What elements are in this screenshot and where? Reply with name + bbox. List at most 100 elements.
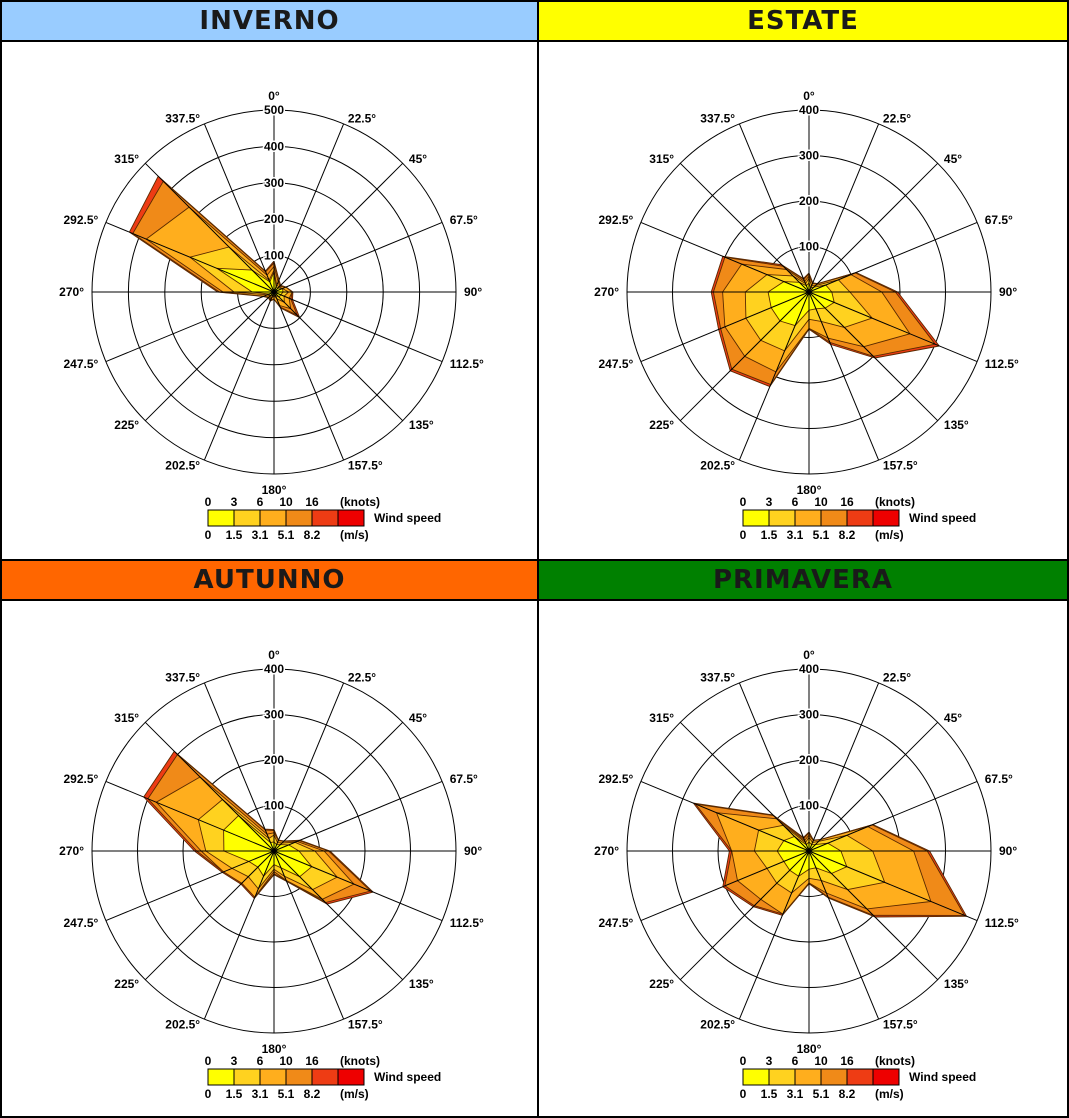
direction-label: 247.5° [598, 916, 633, 930]
legend-swatch [233, 509, 261, 527]
direction-label: 0° [268, 89, 280, 103]
legend-ms-tick: 3.1 [787, 528, 804, 542]
legend-swatch [285, 1068, 313, 1086]
grid-spoke [105, 780, 275, 852]
grid-spoke [273, 291, 404, 422]
direction-label: 90° [464, 285, 482, 299]
radial-tick-label: 300 [264, 176, 284, 190]
grid-spoke [273, 850, 345, 1020]
direction-label: 157.5° [883, 1018, 918, 1032]
direction-label: 112.5° [985, 357, 1019, 371]
grid-spoke [808, 162, 939, 293]
direction-label: 45° [944, 711, 962, 725]
direction-label: 180° [262, 483, 287, 497]
legend-swatch [846, 1068, 874, 1086]
radial-tick-label: 200 [799, 753, 819, 767]
legend-knots-unit: (knots) [340, 495, 380, 509]
radial-tick-label: 200 [799, 194, 819, 208]
legend-swatch [742, 1068, 770, 1086]
direction-label: 270° [594, 844, 619, 858]
direction-label: 247.5° [63, 357, 98, 371]
direction-label: 90° [464, 844, 482, 858]
direction-label: 67.5° [985, 213, 1013, 227]
legend-knots-tick: 10 [814, 495, 828, 509]
direction-label: 112.5° [985, 916, 1019, 930]
direction-label: 202.5° [700, 1018, 735, 1032]
legend-knots-tick: 16 [305, 1054, 319, 1068]
radial-tick-label: 100 [264, 799, 284, 813]
legend-knots-tick: 3 [231, 495, 238, 509]
grid-spoke [105, 291, 275, 363]
direction-label: 270° [59, 285, 84, 299]
grid-spoke [203, 850, 275, 1020]
legend-ms-tick: 8.2 [304, 1087, 321, 1101]
legend-swatch [337, 509, 365, 527]
direction-label: 135° [944, 977, 969, 991]
legend-ms-tick: 8.2 [304, 528, 321, 542]
direction-label: 90° [999, 844, 1017, 858]
direction-label: 112.5° [450, 916, 484, 930]
legend-label: Wind speed [374, 1070, 441, 1084]
grid-spoke [808, 291, 978, 363]
wind-rose-autumn: 1002003004000°22.5°45°67.5°90°112.5°135°… [59, 648, 484, 1101]
grid-spoke [144, 721, 275, 852]
direction-label: 0° [803, 648, 815, 662]
direction-label: 157.5° [348, 459, 383, 473]
radial-tick-label: 400 [264, 139, 284, 153]
grid-spoke [105, 221, 275, 293]
panel-header-autumn: AUTUNNO [2, 561, 537, 601]
panel-title-winter: INVERNO [199, 6, 340, 36]
direction-label: 247.5° [63, 916, 98, 930]
legend-knots-unit: (knots) [875, 495, 915, 509]
legend-swatch [872, 1068, 900, 1086]
direction-label: 292.5° [63, 772, 98, 786]
legend-swatch [846, 509, 874, 527]
panel-header-spring: PRIMAVERA [539, 561, 1067, 601]
direction-label: 112.5° [450, 357, 484, 371]
radial-tick-label: 300 [799, 708, 819, 722]
direction-label: 135° [409, 977, 434, 991]
grid-spoke [273, 221, 443, 293]
direction-label: 337.5° [700, 670, 735, 684]
grid-spoke [144, 162, 275, 293]
legend-ms-tick: 8.2 [839, 528, 856, 542]
legend-knots-tick: 3 [231, 1054, 238, 1068]
direction-label: 67.5° [450, 772, 478, 786]
legend-swatch [311, 1068, 339, 1086]
legend-ms-unit: (m/s) [875, 1087, 904, 1101]
direction-label: 292.5° [598, 772, 633, 786]
grid-spoke [679, 162, 810, 293]
grid-spoke [273, 291, 345, 461]
legend-swatch [259, 509, 287, 527]
panel-winter: INVERNO 100 200 300 400 500 0° 22.5° 45° 67.5° 90… [0, 0, 539, 561]
legend-knots-tick: 0 [205, 1054, 212, 1068]
direction-label: 90° [999, 285, 1017, 299]
direction-label: 202.5° [165, 1018, 200, 1032]
direction-label: 45° [944, 152, 962, 166]
grid-spoke [679, 291, 810, 422]
direction-label: 135° [944, 418, 969, 432]
legend-ms-unit: (m/s) [875, 528, 904, 542]
grid-spoke [738, 850, 810, 1020]
panel-summer: ESTATE 100 200 300 400 0° 22.5° 45° 67.5° 90° 112… [537, 0, 1069, 561]
legend-swatch [285, 509, 313, 527]
direction-label: 315° [114, 711, 139, 725]
grid-spoke [144, 291, 275, 422]
radial-tick-label: 100 [799, 799, 819, 813]
legend-swatch [768, 1068, 796, 1086]
grid-spoke [273, 721, 404, 852]
direction-label: 247.5° [598, 357, 633, 371]
legend-knots-tick: 3 [766, 495, 773, 509]
direction-label: 225° [649, 977, 674, 991]
radial-tick-label: 500 [264, 103, 284, 117]
panel-header-winter: INVERNO [2, 2, 537, 42]
legend-label: Wind speed [374, 511, 441, 525]
legend-swatch [820, 1068, 848, 1086]
legend-knots-tick: 6 [257, 495, 264, 509]
radial-tick-label: 300 [799, 149, 819, 163]
radial-tick-label: 300 [264, 708, 284, 722]
legend-swatch [233, 1068, 261, 1086]
direction-label: 315° [649, 711, 674, 725]
legend-ms-tick: 5.1 [813, 528, 830, 542]
direction-label: 225° [649, 418, 674, 432]
